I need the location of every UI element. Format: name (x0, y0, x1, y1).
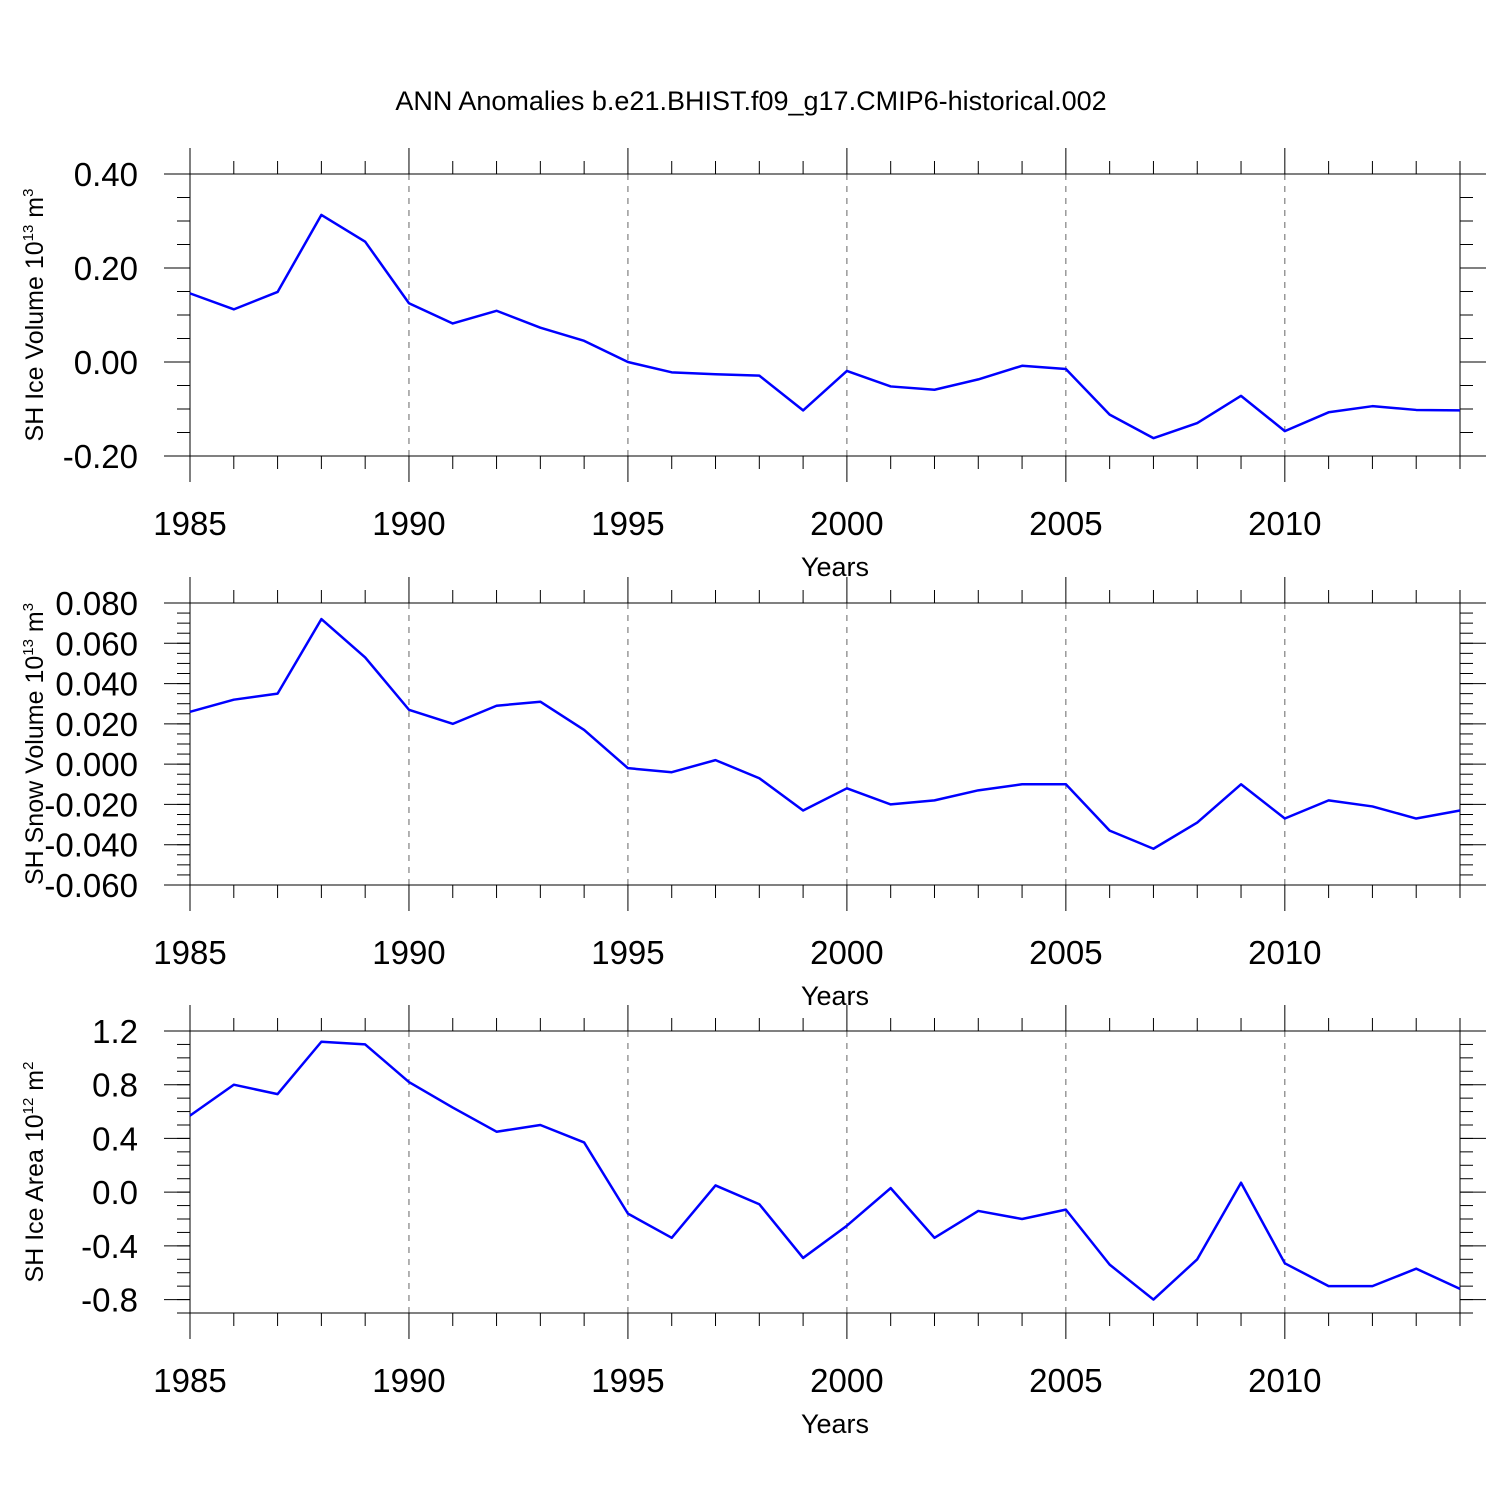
y-tick-label: 0.000 (55, 746, 138, 783)
panel-ice-volume: 1985 1990 1995 2000 2005 2010 -0.20 0.00 0.20 0.4… (20, 148, 1486, 582)
y-tick-label: 0.020 (55, 706, 138, 743)
x-tick-label: 2000 (810, 1362, 883, 1399)
plot-frame (189, 1030, 1461, 1314)
y-tick-label: -0.040 (44, 827, 138, 864)
x-tick-label: 1990 (372, 505, 445, 542)
x-tick-label: 2005 (1029, 505, 1102, 542)
panel-snow-volume: 1985 1990 1995 2000 2005 2010 -0.060-0.040 -0.0… (20, 577, 1486, 1011)
plot-frame (189, 173, 1461, 457)
y-tick-label: 0.080 (55, 585, 138, 622)
x-tick-label: 2005 (1029, 1362, 1102, 1399)
y-axis-label: SH Ice Area 1012 m2 (20, 1062, 49, 1283)
x-tick-label: 2010 (1248, 1362, 1321, 1399)
series-line (189, 617, 1461, 850)
x-tick-label: 2010 (1248, 934, 1321, 971)
x-tick-label: 1985 (153, 1362, 226, 1399)
x-tick-label: 1995 (591, 934, 664, 971)
x-tick-label: 1990 (372, 1362, 445, 1399)
y-tick-label: 0.4 (92, 1120, 138, 1157)
y-tick-label: -0.8 (81, 1282, 138, 1319)
y-tick-label: -0.020 (44, 786, 138, 823)
y-tick-label: 0.40 (74, 156, 138, 193)
x-tick-label: 2005 (1029, 934, 1102, 971)
y-tick-label: 0.040 (55, 666, 138, 703)
panel-ice-area: 1985 1990 1995 2000 2005 2010 -0.8 -0.4 0.0 0.4 0.… (20, 1005, 1486, 1439)
y-axis-label: SH Ice Volume 1013 m3 (20, 189, 49, 442)
y-tick-label: 0.8 (92, 1067, 138, 1104)
x-tick-label: 1985 (153, 934, 226, 971)
x-tick-label: 2000 (810, 505, 883, 542)
x-axis-label: Years (801, 1409, 869, 1439)
y-tick-label: -0.20 (63, 438, 138, 475)
y-tick-label: 0.00 (74, 344, 138, 381)
y-tick-label: 0.060 (55, 625, 138, 662)
x-tick-label: 1990 (372, 934, 445, 971)
x-tick-label: 2010 (1248, 505, 1321, 542)
plot-frame (189, 602, 1461, 886)
y-axis-label: SH Snow Volume 1013 m3 (20, 603, 49, 885)
series-line (189, 1040, 1461, 1301)
x-axis-label: Years (801, 552, 869, 582)
chart-title: ANN Anomalies b.e21.BHIST.f09_g17.CMIP6-… (395, 86, 1106, 116)
y-tick-label: 0.0 (92, 1174, 138, 1211)
x-tick-label: 2000 (810, 934, 883, 971)
series-line (189, 213, 1461, 440)
y-tick-label: -0.4 (81, 1228, 138, 1265)
x-tick-label: 1985 (153, 505, 226, 542)
x-axis-label: Years (801, 981, 869, 1011)
x-tick-label: 1995 (591, 505, 664, 542)
y-tick-label: 0.20 (74, 250, 138, 287)
y-tick-label: -0.060 (44, 867, 138, 904)
y-tick-label: 1.2 (92, 1013, 138, 1050)
x-tick-label: 1995 (591, 1362, 664, 1399)
